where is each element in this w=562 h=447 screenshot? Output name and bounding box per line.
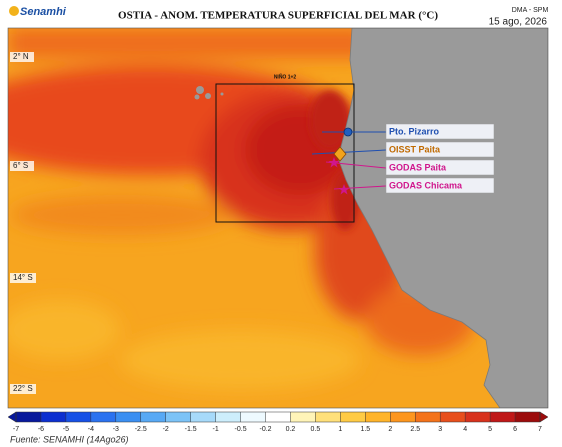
colorbar-segment <box>215 412 241 422</box>
colorbar-segment <box>290 412 316 422</box>
colorbar: -7 -6 -5 -4 -3 -2.5 -2 -1.5 -1 -0.5 -0.2 0.2 0.5 1 1.5… <box>7 411 549 433</box>
station-label: GODAS Paita <box>389 162 447 172</box>
colorbar-segment <box>390 412 416 422</box>
colorbar-segment <box>140 412 167 422</box>
colorbar-segment <box>190 412 216 422</box>
colorbar-tick-label: 0.2 <box>286 426 296 433</box>
colorbar-segment <box>16 412 42 422</box>
title: OSTIA - ANOM. TEMPERATURA SUPERFICIAL DE… <box>118 10 438 22</box>
colorbar-segment <box>415 412 441 422</box>
map <box>8 28 548 408</box>
logo-text: Senamhi <box>20 6 67 18</box>
colorbar-end <box>539 411 549 423</box>
agency: DMA - SPM <box>512 7 549 14</box>
colorbar-tick-label: 1 <box>338 426 342 433</box>
colorbar-segment <box>65 412 92 422</box>
colorbar-tick-label: -6 <box>38 426 44 433</box>
colorbar-tick-label: 7 <box>538 426 542 433</box>
colorbar-tick-label: 2 <box>388 426 392 433</box>
colorbar-segment <box>465 412 491 422</box>
stations: Pto. Pizarro OISST Paita GODAS Paita GOD… <box>311 123 495 195</box>
colorbar-tick-label: -1 <box>213 426 219 433</box>
source: Fuente: SENAMHI (14Ago26) <box>10 434 129 444</box>
colorbar-tick-label: -4 <box>88 426 94 433</box>
colorbar-tick-label: -2 <box>163 426 169 433</box>
date: 15 ago, 2026 <box>489 17 548 28</box>
colorbar-segment <box>90 412 117 422</box>
lat-labels: 2° N 6° S 14° S 22° S <box>10 52 36 394</box>
colorbar-tick-label: 1.5 <box>360 426 370 433</box>
lat-label: 14° S <box>13 273 33 282</box>
colorbar-tick-label: -0.5 <box>235 426 247 433</box>
colorbar-tick-label: 4 <box>463 426 467 433</box>
region-box <box>215 83 355 223</box>
colorbar-tick-label: -7 <box>13 426 19 433</box>
colorbar-tick-label: 3 <box>438 426 442 433</box>
colorbar-tick-label: 5 <box>488 426 492 433</box>
colorbar-tick-label: -2.5 <box>135 426 147 433</box>
colorbar-tick-label: 6 <box>513 426 517 433</box>
station-label: Pto. Pizarro <box>389 126 440 136</box>
colorbar-segment <box>340 412 366 422</box>
colorbar-tick-label: -1.5 <box>185 426 197 433</box>
colorbar-tick-label: 0.5 <box>311 426 321 433</box>
colorbar-segment <box>515 412 541 422</box>
colorbar-segment <box>265 412 291 422</box>
station-label: GODAS Chicama <box>389 180 463 190</box>
station-label: OISST Paita <box>389 144 441 154</box>
colorbar-segment <box>440 412 466 422</box>
colorbar-segment <box>40 412 67 422</box>
colorbar-segment <box>115 412 142 422</box>
colorbar-end <box>7 411 17 423</box>
map-frame <box>7 27 549 409</box>
colorbar-tick-label: -0.2 <box>259 426 271 433</box>
colorbar-tick-label: -3 <box>113 426 119 433</box>
colorbar-segment <box>240 412 266 422</box>
colorbar-segment <box>490 412 516 422</box>
lat-label: 2° N <box>13 52 29 61</box>
colorbar-tick-label: -5 <box>63 426 69 433</box>
region-label: NIÑO 1+2 <box>274 73 297 80</box>
colorbar-segment <box>165 412 191 422</box>
colorbar-segment <box>365 412 391 422</box>
logo: Senamhi <box>9 6 67 18</box>
colorbar-segment <box>315 412 341 422</box>
colorbar-tick-label: 2.5 <box>410 426 420 433</box>
lat-label: 22° S <box>13 384 33 393</box>
lat-label: 6° S <box>13 161 28 170</box>
